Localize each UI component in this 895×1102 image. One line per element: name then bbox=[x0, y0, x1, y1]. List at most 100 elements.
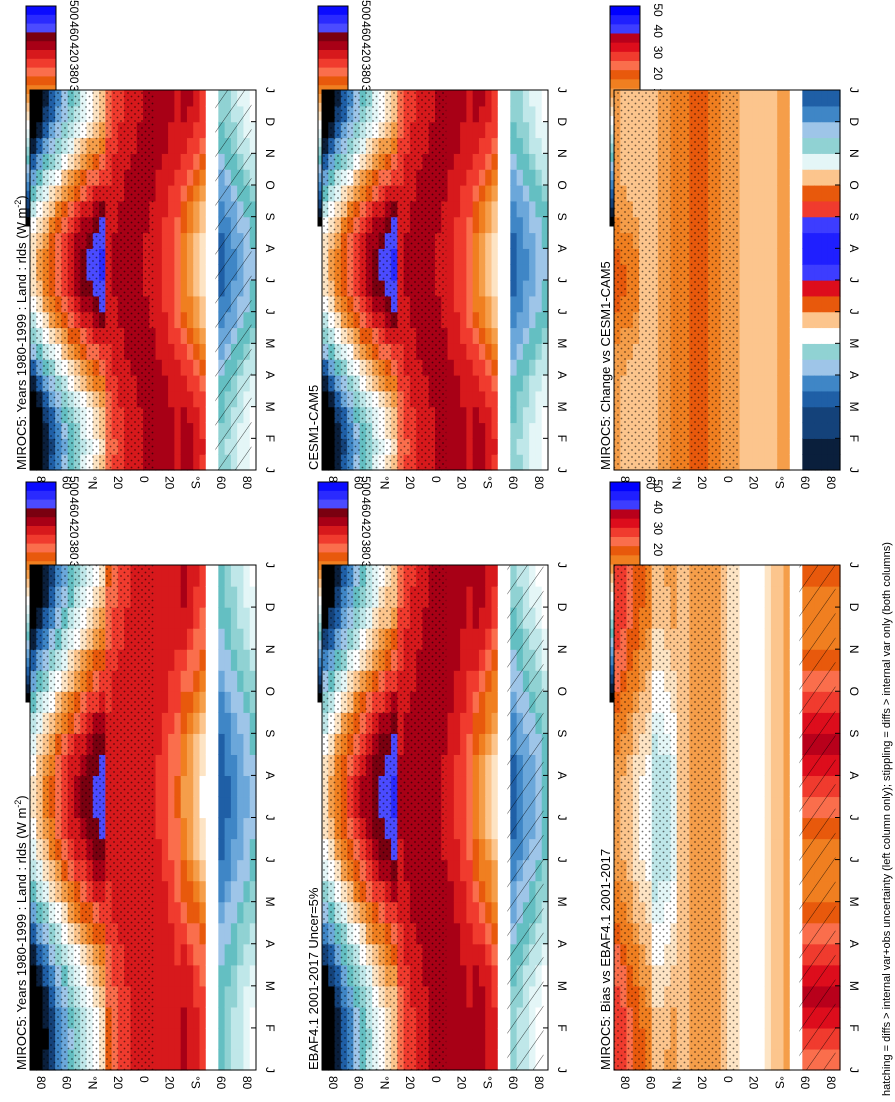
heatmap-cell bbox=[739, 454, 747, 471]
heatmap-cell bbox=[460, 248, 467, 265]
heatmap-cell bbox=[485, 375, 493, 392]
heatmap-cell bbox=[821, 406, 829, 424]
heatmap-cell bbox=[193, 295, 201, 313]
heatmap-cell bbox=[186, 922, 194, 945]
heatmap-cell bbox=[174, 796, 182, 819]
heatmap-cell bbox=[447, 985, 455, 1008]
heatmap-cell bbox=[199, 343, 207, 360]
heatmap-cell bbox=[491, 817, 499, 840]
heatmap-cell bbox=[783, 169, 791, 186]
heatmap-cell bbox=[522, 438, 530, 455]
heatmap-cell bbox=[460, 838, 467, 861]
heatmap-cell bbox=[224, 628, 232, 650]
heatmap-cell bbox=[237, 1048, 245, 1071]
heatmap-cell bbox=[249, 137, 257, 154]
heatmap-cell bbox=[249, 1048, 257, 1071]
heatmap-cell bbox=[745, 185, 753, 202]
heatmap-cell bbox=[447, 390, 455, 408]
heatmap-cell bbox=[777, 390, 785, 408]
heatmap-cell bbox=[522, 248, 530, 265]
heatmap-cell bbox=[161, 216, 169, 234]
month-tick-label: J bbox=[263, 815, 277, 821]
heatmap-cell bbox=[193, 216, 201, 234]
heatmap-cell bbox=[180, 817, 188, 840]
heatmap-cell bbox=[155, 586, 163, 608]
heatmap-cell bbox=[745, 105, 753, 123]
heatmap-cell bbox=[224, 1006, 232, 1029]
heatmap-cell bbox=[212, 775, 219, 798]
heatmap-cell bbox=[180, 422, 188, 439]
lat-tick-label: °S bbox=[480, 1076, 494, 1089]
colorbar-swatch bbox=[318, 50, 348, 60]
month-tick-label: D bbox=[263, 117, 277, 126]
heatmap-cell bbox=[180, 264, 188, 281]
heatmap-cell bbox=[491, 754, 499, 777]
heatmap-cell bbox=[460, 565, 467, 587]
heatmap-cell bbox=[174, 817, 182, 840]
heatmap-cell bbox=[453, 169, 461, 186]
heatmap-cell bbox=[447, 137, 455, 154]
heatmap-cell bbox=[745, 295, 753, 313]
heatmap-cell bbox=[168, 775, 175, 798]
heatmap-cell bbox=[789, 438, 797, 455]
heatmap-cell bbox=[497, 454, 505, 471]
heatmap-cell bbox=[460, 691, 467, 713]
heatmap-cell bbox=[212, 733, 219, 755]
lat-tick-label: 20 bbox=[111, 1076, 125, 1090]
heatmap-cell bbox=[739, 264, 747, 281]
heatmap-cell bbox=[237, 901, 245, 924]
heatmap-cell bbox=[827, 311, 835, 329]
heatmap-cell bbox=[833, 375, 841, 392]
heatmap-cell bbox=[205, 586, 213, 608]
heatmap-cell bbox=[491, 248, 499, 265]
heatmap-cell bbox=[155, 1027, 163, 1050]
heatmap-cell bbox=[510, 169, 518, 186]
heatmap-cell bbox=[522, 232, 530, 249]
heatmap-cell bbox=[802, 406, 810, 424]
heatmap-cell bbox=[770, 248, 778, 265]
heatmap-cell bbox=[230, 985, 238, 1008]
heatmap-cell bbox=[174, 216, 182, 234]
heatmap-cell bbox=[161, 295, 169, 313]
heatmap-cell bbox=[199, 985, 207, 1008]
heatmap-cell bbox=[155, 264, 163, 281]
heatmap-cell bbox=[745, 422, 753, 439]
heatmap-cell bbox=[249, 859, 257, 882]
heatmap-cell bbox=[814, 121, 822, 139]
heatmap-cell bbox=[770, 232, 778, 249]
heatmap-cell bbox=[447, 280, 455, 297]
heatmap-cell bbox=[833, 90, 841, 107]
heatmap-cell bbox=[504, 295, 511, 313]
heatmap-cell bbox=[155, 964, 163, 987]
heatmap-cell bbox=[466, 232, 474, 249]
heatmap-cell bbox=[460, 216, 467, 234]
heatmap-cell bbox=[447, 454, 455, 471]
heatmap-cell bbox=[218, 607, 226, 629]
colorbar-tick-label: 30 bbox=[651, 522, 665, 536]
heatmap-cell bbox=[478, 169, 486, 186]
heatmap-cell bbox=[516, 185, 524, 202]
heatmap-cell bbox=[212, 607, 219, 629]
heatmap-cell bbox=[180, 200, 188, 218]
heatmap-cell bbox=[504, 454, 511, 471]
heatmap-cell bbox=[249, 733, 257, 755]
heatmap-cell bbox=[453, 264, 461, 281]
heatmap-cell bbox=[497, 859, 505, 882]
heatmap-cell bbox=[808, 169, 816, 186]
heatmap-cell bbox=[497, 375, 505, 392]
heatmap-cell bbox=[752, 280, 759, 297]
heatmap-cell bbox=[758, 280, 766, 297]
heatmap-cell bbox=[168, 327, 175, 344]
heatmap-cell bbox=[833, 153, 841, 170]
heatmap-cell bbox=[161, 943, 169, 966]
heatmap-cell bbox=[491, 185, 499, 202]
heatmap-cell bbox=[522, 454, 530, 471]
heatmap-cell bbox=[808, 327, 816, 344]
heatmap-cell bbox=[535, 390, 543, 408]
heatmap-cell bbox=[827, 90, 835, 107]
heatmap-cell bbox=[529, 295, 537, 313]
heatmap-cell bbox=[237, 838, 245, 861]
heatmap-cell bbox=[180, 649, 188, 671]
heatmap-cell bbox=[237, 670, 245, 692]
heatmap-cell bbox=[460, 607, 467, 629]
